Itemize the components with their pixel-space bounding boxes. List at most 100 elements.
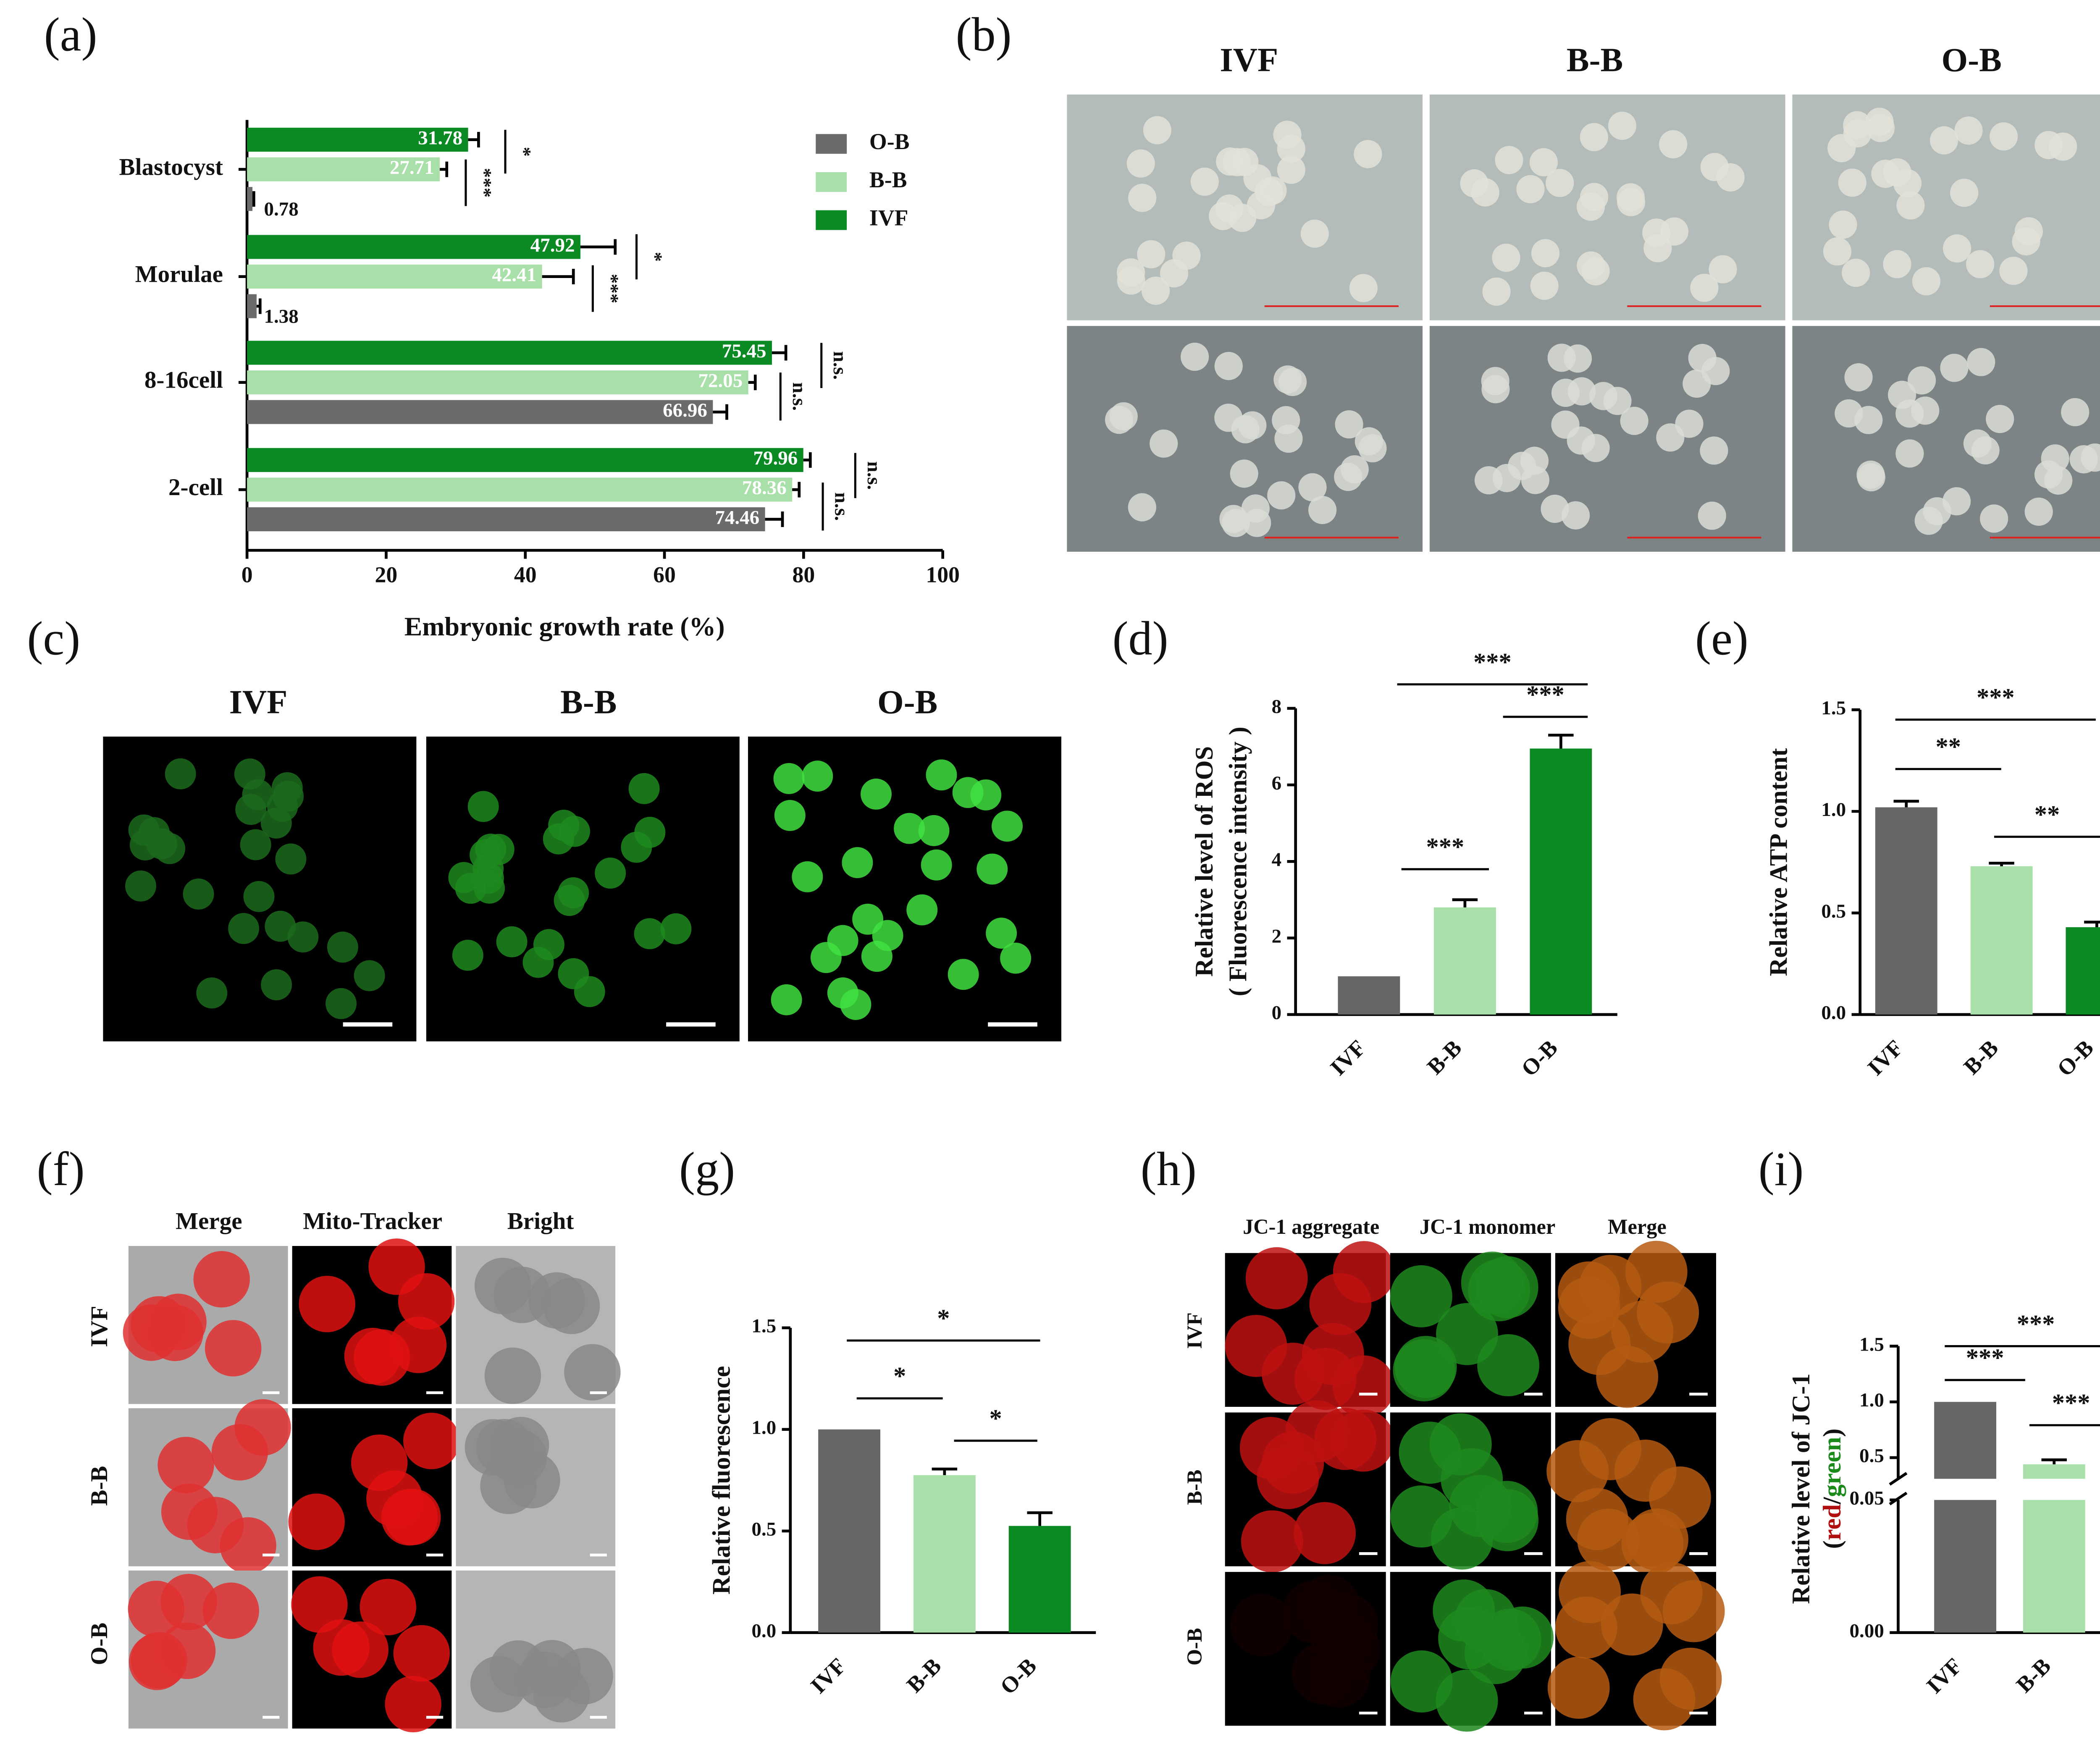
bar (913, 1475, 976, 1633)
y-tick-label: 2 (1272, 925, 1282, 947)
y-tick-label: 6 (1272, 772, 1282, 794)
error-bar (2041, 1458, 2067, 1464)
image-detail (1294, 1348, 1357, 1410)
image-detail (496, 926, 528, 957)
image-detail (202, 1582, 259, 1639)
image-detail (313, 1619, 370, 1676)
bar (1934, 1402, 1996, 1479)
image-detail (1954, 116, 1983, 145)
image-detail (1620, 407, 1648, 435)
image-detail (976, 853, 1008, 885)
error-bar (252, 191, 255, 207)
image-detail (556, 1647, 613, 1705)
image-detail (1520, 446, 1549, 475)
image-detail (2081, 443, 2100, 472)
column-label: B-B (560, 684, 617, 721)
image-detail (1390, 1265, 1452, 1327)
image-detail (1999, 257, 2028, 285)
image-detail (926, 759, 957, 791)
y-tick-label: 1.5 (1821, 697, 1846, 719)
y-axis-label-part: ( (1818, 1540, 1846, 1549)
column-label: IVF (229, 684, 288, 721)
image-detail (1137, 240, 1166, 269)
image-detail (1294, 1502, 1356, 1564)
image-detail (1349, 274, 1378, 302)
image-detail (1838, 168, 1866, 197)
image-detail (1967, 348, 1995, 376)
image-detail (1580, 183, 1609, 211)
image-detail (2061, 398, 2090, 427)
image-detail (1911, 396, 1940, 425)
image-detail (802, 761, 833, 792)
image-detail (1214, 351, 1243, 380)
image-detail (1829, 210, 1857, 239)
column-label: O-B (877, 684, 937, 721)
image-detail (1243, 509, 1271, 537)
image-detail (1990, 122, 2018, 151)
y-tick-label: 0 (1272, 1002, 1282, 1024)
value-label: 47.92 (530, 234, 575, 256)
y-axis-label: (red/green) (1818, 1429, 1846, 1549)
image-detail (2041, 444, 2069, 473)
image-detail (228, 913, 260, 944)
value-label: 1.38 (264, 306, 298, 328)
image-detail (1241, 1510, 1303, 1573)
image-detail (1843, 119, 1872, 148)
image-detail (1529, 148, 1558, 176)
column-label: O-B (1942, 42, 2002, 79)
image-detail (1675, 409, 1704, 438)
image-detail (1230, 459, 1258, 488)
image-detail (1912, 267, 1941, 296)
image-detail (1335, 410, 1363, 439)
image-detail (634, 918, 665, 949)
image-detail (1492, 244, 1520, 272)
bar (1934, 1500, 1996, 1633)
image-detail (1896, 191, 1925, 220)
legend-label: IVF (869, 205, 908, 231)
image-detail (1637, 1281, 1699, 1344)
image-detail (1105, 406, 1134, 434)
image-detail (360, 1579, 416, 1636)
image-detail (368, 1238, 425, 1295)
bar (1970, 866, 2033, 1015)
image-detail (1558, 1261, 1620, 1324)
image-detail (1895, 439, 1924, 468)
image-detail (288, 1493, 345, 1550)
significance-label: * (937, 1304, 950, 1332)
image-detail (1531, 239, 1560, 268)
image-detail (595, 858, 626, 889)
value-label: 66.96 (663, 399, 707, 421)
significance-label: * (893, 1362, 906, 1390)
significance-label: *** (1426, 833, 1465, 861)
image-detail (1581, 434, 1610, 462)
significance-label: *** (473, 168, 495, 198)
image-detail (354, 960, 385, 991)
y-axis-label-part: ) (1818, 1429, 1846, 1437)
image-detail (1649, 1466, 1711, 1529)
image (1429, 326, 1785, 552)
image-detail (1128, 184, 1157, 212)
image-detail (1128, 493, 1156, 522)
value-label: 27.71 (390, 157, 434, 178)
image-detail (1436, 1303, 1498, 1365)
image-detail (1482, 277, 1511, 306)
column-label: IVF (1220, 42, 1278, 79)
image-detail (1842, 259, 1870, 287)
panel-label: (b) (956, 8, 1012, 61)
image-detail (165, 758, 196, 790)
x-tick-label: 80 (792, 562, 815, 588)
bar (247, 128, 468, 152)
image-detail (326, 988, 357, 1019)
error-bar (713, 404, 728, 420)
x-tick-label: 60 (653, 562, 676, 588)
error-bar (1452, 898, 1478, 908)
image-detail (1221, 509, 1250, 537)
column-label: Mito-Tracker (303, 1208, 442, 1234)
image-detail (1547, 1657, 1610, 1719)
significance-label: n.s. (788, 382, 810, 411)
error-bar (1548, 734, 1574, 749)
error-bar (2084, 921, 2100, 927)
image-detail (287, 921, 319, 953)
image-detail (1700, 436, 1728, 465)
